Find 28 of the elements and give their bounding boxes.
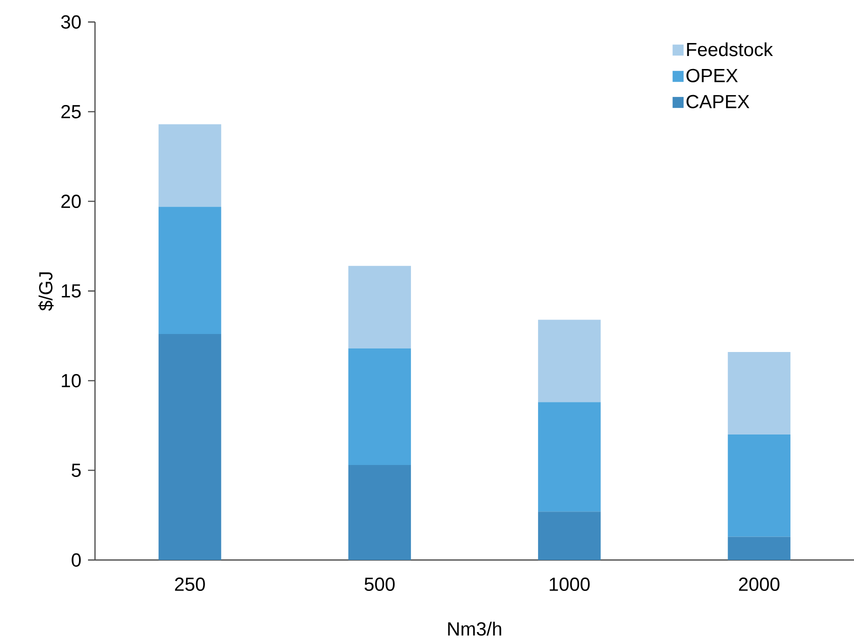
bar [538,512,601,560]
bar [728,434,790,537]
x-tick-label: 2000 [739,578,780,591]
x-tick-label: 500 [364,578,395,591]
y-tick-label: 15 [62,284,81,298]
bar [538,402,601,512]
bar [728,536,790,560]
x-tick-label: 250 [175,578,205,591]
bar [348,348,411,465]
bar [158,334,222,560]
y-tick-label: 30 [61,15,81,29]
legend-label: Feedstock [687,42,773,56]
bar [348,464,411,560]
legend-label: OPEX [686,68,738,82]
bar [728,352,790,434]
y-tick-label: 5 [72,464,81,477]
legend-label: CAPEX [686,94,750,108]
bar [538,320,601,402]
y-axis-title: $/GJ [38,272,54,311]
y-tick-label: 0 [72,553,81,567]
x-tick-label: 1000 [550,578,590,591]
y-tick-label: 20 [61,194,81,208]
y-tick-label: 25 [61,104,81,118]
bar [348,266,411,348]
x-axis-title: Nm3/h [448,622,502,636]
y-tick-label: 10 [62,374,81,388]
bar [158,206,222,334]
bar [158,124,222,207]
